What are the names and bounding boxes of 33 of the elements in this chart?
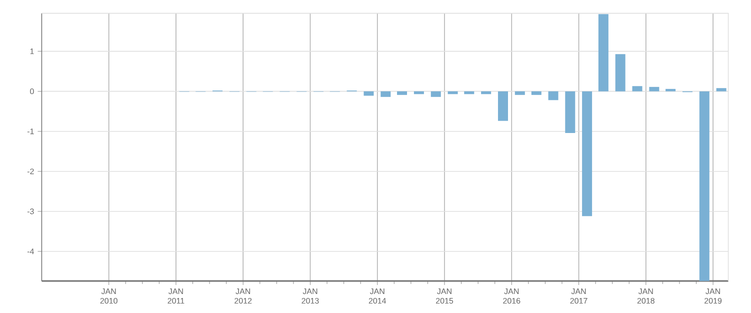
bar bbox=[565, 91, 576, 133]
bar bbox=[632, 86, 642, 92]
y-tick-label: -3 bbox=[27, 208, 34, 214]
y-tick-label: -2 bbox=[27, 168, 34, 174]
bar bbox=[615, 54, 626, 92]
bar bbox=[531, 91, 542, 95]
x-tick-label: JAN 2015 bbox=[436, 288, 454, 304]
x-tick-label: JAN 2010 bbox=[100, 288, 118, 304]
bar bbox=[548, 91, 558, 100]
bar bbox=[364, 91, 374, 96]
x-tick-label: JAN 2018 bbox=[637, 288, 654, 304]
bar bbox=[666, 88, 676, 92]
y-tick-label: 0 bbox=[30, 88, 34, 94]
y-tick-label: -4 bbox=[27, 248, 34, 254]
bar bbox=[430, 91, 441, 97]
x-tick-label: JAN 2013 bbox=[302, 288, 319, 304]
bar bbox=[498, 91, 508, 121]
y-tick-label: 1 bbox=[30, 48, 34, 54]
x-tick-label: JAN 2012 bbox=[234, 288, 252, 304]
bar bbox=[716, 88, 726, 92]
x-tick-label: JAN 2017 bbox=[570, 288, 588, 304]
x-tick-label: JAN 2014 bbox=[368, 288, 386, 304]
x-tick-label: JAN 2019 bbox=[704, 288, 722, 304]
x-tick-label: JAN 2016 bbox=[503, 288, 520, 304]
y-tick-label: -1 bbox=[27, 128, 34, 134]
bar bbox=[699, 91, 710, 281]
bar bbox=[582, 91, 592, 216]
bar bbox=[514, 91, 525, 95]
bar bbox=[380, 91, 391, 97]
bar bbox=[598, 14, 608, 92]
bar bbox=[649, 86, 660, 92]
x-tick-label: JAN 2011 bbox=[168, 288, 184, 304]
bar bbox=[397, 91, 408, 95]
